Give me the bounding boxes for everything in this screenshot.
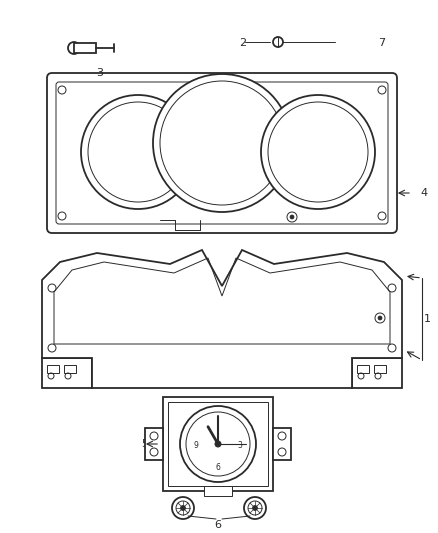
- Circle shape: [261, 95, 375, 209]
- Text: 5: 5: [141, 439, 148, 449]
- Circle shape: [375, 313, 385, 323]
- Text: 6: 6: [215, 520, 222, 530]
- Bar: [273, 428, 291, 460]
- Circle shape: [180, 505, 186, 511]
- Bar: [47, 365, 59, 373]
- Text: 9: 9: [194, 440, 198, 449]
- Text: 3: 3: [237, 440, 243, 449]
- Circle shape: [81, 95, 195, 209]
- FancyBboxPatch shape: [56, 82, 388, 224]
- Bar: [145, 428, 163, 460]
- Bar: [204, 486, 232, 496]
- Circle shape: [252, 505, 258, 511]
- Text: 2: 2: [239, 38, 246, 48]
- Circle shape: [172, 497, 194, 519]
- Text: 4: 4: [420, 188, 427, 198]
- Bar: [163, 397, 273, 491]
- Circle shape: [153, 74, 291, 212]
- Polygon shape: [352, 358, 402, 388]
- FancyBboxPatch shape: [47, 73, 397, 233]
- Circle shape: [244, 497, 266, 519]
- Bar: [74, 43, 96, 53]
- Polygon shape: [42, 358, 92, 388]
- Circle shape: [215, 441, 221, 447]
- Bar: [64, 365, 76, 373]
- Circle shape: [378, 316, 382, 320]
- Circle shape: [287, 212, 297, 222]
- Bar: [168, 402, 268, 486]
- Text: 3: 3: [96, 68, 103, 78]
- Text: 6: 6: [215, 464, 220, 472]
- Text: 7: 7: [378, 38, 385, 48]
- Polygon shape: [42, 250, 402, 388]
- Circle shape: [290, 215, 294, 219]
- Text: 1: 1: [424, 314, 431, 324]
- Circle shape: [68, 42, 80, 54]
- Bar: [374, 365, 386, 373]
- Bar: [357, 365, 369, 373]
- Circle shape: [180, 406, 256, 482]
- Circle shape: [273, 37, 283, 47]
